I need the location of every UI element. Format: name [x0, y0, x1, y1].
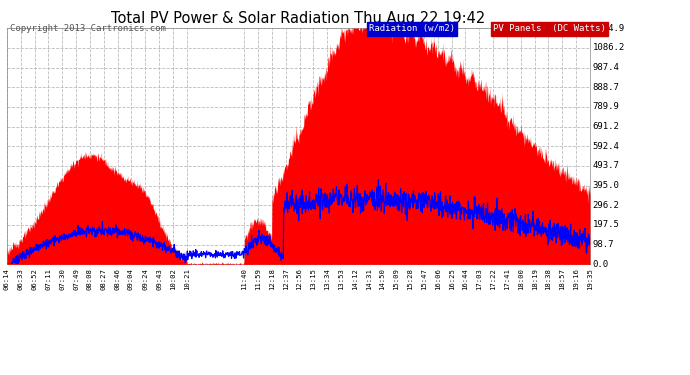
Text: 16:25: 16:25 [448, 268, 455, 290]
Text: 888.7: 888.7 [593, 82, 620, 92]
Text: 11:40: 11:40 [241, 268, 247, 290]
Text: 14:50: 14:50 [380, 268, 386, 290]
Text: 07:49: 07:49 [73, 268, 79, 290]
Text: 98.7: 98.7 [593, 240, 614, 249]
Text: 18:19: 18:19 [531, 268, 538, 290]
Text: 19:35: 19:35 [587, 268, 593, 290]
Text: 07:11: 07:11 [46, 268, 51, 290]
Text: 07:30: 07:30 [59, 268, 66, 290]
Text: 09:43: 09:43 [156, 268, 162, 290]
Text: 14:12: 14:12 [352, 268, 358, 290]
Text: 15:47: 15:47 [421, 268, 427, 290]
Text: 13:15: 13:15 [310, 268, 316, 290]
Text: 09:24: 09:24 [142, 268, 148, 290]
Text: 11:59: 11:59 [255, 268, 261, 290]
Text: 17:41: 17:41 [504, 268, 510, 290]
Text: 592.4: 592.4 [593, 142, 620, 151]
Text: 395.0: 395.0 [593, 181, 620, 190]
Text: 13:34: 13:34 [324, 268, 331, 290]
Text: PV Panels  (DC Watts): PV Panels (DC Watts) [493, 24, 607, 33]
Text: 691.2: 691.2 [593, 122, 620, 131]
Text: 06:14: 06:14 [4, 268, 10, 290]
Text: 09:04: 09:04 [128, 268, 134, 290]
Text: 12:56: 12:56 [297, 268, 302, 290]
Text: 18:00: 18:00 [518, 268, 524, 290]
Text: 18:57: 18:57 [560, 268, 565, 290]
Text: 12:37: 12:37 [283, 268, 288, 290]
Text: 19:16: 19:16 [573, 268, 579, 290]
Text: 1086.2: 1086.2 [593, 43, 625, 52]
Text: 17:03: 17:03 [476, 268, 482, 290]
Text: 1184.9: 1184.9 [593, 24, 625, 33]
Text: 08:08: 08:08 [87, 268, 93, 290]
Text: 06:33: 06:33 [18, 268, 23, 290]
Text: 12:18: 12:18 [269, 268, 275, 290]
Text: Total PV Power & Solar Radiation Thu Aug 22 19:42: Total PV Power & Solar Radiation Thu Aug… [111, 11, 486, 26]
Text: 08:27: 08:27 [101, 268, 107, 290]
Text: 10:02: 10:02 [170, 268, 176, 290]
Text: 08:46: 08:46 [115, 268, 121, 290]
Text: 197.5: 197.5 [593, 220, 620, 230]
Text: 493.7: 493.7 [593, 162, 620, 171]
Text: 16:44: 16:44 [462, 268, 469, 290]
Text: 15:28: 15:28 [407, 268, 413, 290]
Text: 16:06: 16:06 [435, 268, 441, 290]
Text: 15:09: 15:09 [393, 268, 400, 290]
Text: 296.2: 296.2 [593, 201, 620, 210]
Text: 10:21: 10:21 [184, 268, 190, 290]
Text: Radiation (w/m2): Radiation (w/m2) [369, 24, 455, 33]
Text: 14:31: 14:31 [366, 268, 372, 290]
Text: 17:22: 17:22 [490, 268, 496, 290]
Text: 789.9: 789.9 [593, 102, 620, 111]
Text: 18:38: 18:38 [546, 268, 551, 290]
Text: Copyright 2013 Cartronics.com: Copyright 2013 Cartronics.com [10, 24, 166, 33]
Text: 987.4: 987.4 [593, 63, 620, 72]
Text: 13:53: 13:53 [338, 268, 344, 290]
Text: 0.0: 0.0 [593, 260, 609, 269]
Text: 06:52: 06:52 [32, 268, 37, 290]
